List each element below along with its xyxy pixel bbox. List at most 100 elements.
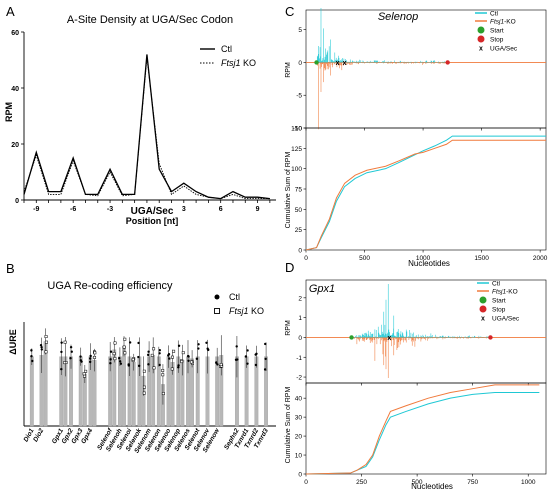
point-ko	[142, 391, 146, 395]
point-ctl	[39, 343, 43, 347]
point-ko	[171, 355, 174, 359]
point-ctl	[60, 341, 63, 344]
chart-a-series-ko	[23, 57, 270, 200]
point-ctl	[207, 348, 210, 352]
point-ctl	[127, 364, 130, 367]
point-ctl	[234, 358, 238, 361]
chart-c-bottom-ytick-label: 100	[291, 166, 302, 173]
point-ko	[180, 360, 184, 364]
bar-ko	[122, 346, 126, 427]
chart-d-bottom-ytick-label: 40	[295, 396, 303, 403]
chart-a-series-ctl	[23, 54, 270, 200]
chart-c-bottom-ylabel: Cumulative Sum of RPM	[285, 152, 292, 229]
chart-d-bottom-xtick-label: 0	[304, 479, 308, 486]
point-ctl	[158, 348, 161, 352]
point-ko	[150, 353, 154, 357]
chart-b-legend: Ctl Ftsj1 KO	[214, 292, 264, 316]
point-ctl	[40, 348, 44, 351]
bar-ctl	[78, 356, 83, 427]
point-ctl	[88, 360, 92, 364]
chart-d-title: Gpx1	[309, 283, 335, 295]
point-ctl	[137, 355, 140, 359]
point-ctl	[31, 359, 34, 363]
point-ctl	[60, 350, 63, 354]
point-ko	[93, 355, 97, 359]
legend-a-ctl-label: Ctl	[221, 44, 232, 54]
chart-d-bottom-ytick-label: 20	[295, 434, 303, 441]
legend-c-uga-label: UGA/Sec	[490, 46, 518, 53]
point-ko	[82, 372, 86, 376]
legend-d-start-marker	[479, 296, 487, 304]
point-ko	[152, 366, 156, 370]
point-ctl	[255, 352, 258, 355]
point-ctl	[109, 358, 112, 361]
chart-b-bars	[29, 328, 268, 427]
legend-c-uga-marker: x	[479, 46, 483, 53]
chart-d-start-marker	[349, 335, 354, 340]
chart-d-top-rpm: -2 -1 0 1 2 x	[296, 279, 547, 386]
point-ctl	[128, 341, 132, 344]
chart-a-legend: Ctl Ftsj1 KO	[200, 44, 256, 68]
bar-ko	[190, 358, 194, 427]
point-ctl	[146, 353, 150, 357]
point-ctl	[158, 352, 161, 355]
point-ctl	[158, 363, 161, 367]
point-ko	[161, 369, 165, 372]
legend-c-stop-marker	[477, 35, 485, 43]
point-ctl	[205, 341, 208, 344]
point-ctl	[109, 350, 113, 353]
point-ctl	[118, 360, 122, 363]
point-ko	[83, 374, 86, 378]
point-ctl	[69, 357, 72, 360]
point-ctl	[60, 367, 63, 371]
point-ko	[63, 361, 67, 365]
panel-letter-b: B	[6, 261, 15, 276]
point-ctl	[69, 345, 73, 349]
legend-d-stop-label: Stop	[492, 307, 506, 314]
chart-d-top-ylabel: RPM	[285, 320, 292, 336]
point-ko	[142, 369, 146, 373]
bar-ctl	[118, 356, 122, 427]
chart-a-ytick-label: 0	[15, 198, 19, 205]
point-ctl	[254, 363, 258, 367]
chart-c-bottom-ytick-label: 150	[291, 126, 302, 133]
chart-d-uga-marker: x	[387, 335, 391, 342]
point-ko	[113, 341, 117, 345]
point-ko	[44, 350, 48, 354]
point-ko	[44, 335, 48, 339]
chart-c-bottom-ytick-label: 25	[295, 227, 303, 234]
chart-d-top-ytick-label: 1	[298, 315, 302, 322]
chart-a-xtick-label: -3	[107, 206, 113, 213]
chart-c-uga-marker: x	[343, 60, 347, 67]
chart-a-title: A-Site Density at UGA/Sec Codon	[67, 14, 233, 26]
point-ctl	[235, 345, 238, 348]
legend-c-start-marker	[477, 26, 485, 34]
bar-ctl	[215, 356, 220, 427]
chart-c-bottom-xtick-label: 2000	[533, 255, 548, 262]
chart-c-series-ctl-cumsum	[305, 135, 546, 251]
chart-c-series-ko-cumsum	[305, 139, 546, 251]
chart-c-bottom-ytick-label: 0	[298, 248, 302, 255]
legend-d-uga-label: UGA/Sec	[492, 316, 520, 323]
chart-c-legend: Ctl Ftsj1-KO Start Stop x UGA/Sec	[475, 11, 518, 53]
chart-d-series-ko-rpm	[351, 337, 491, 379]
legend-b-ctl-label: Ctl	[229, 292, 240, 302]
panel-d: Gpx1 -2 -1 0 1 2 x 0 10 20 30 40 0 250 500 750 1000 RP…	[285, 279, 547, 491]
chart-d-bottom-xtick-label: 250	[356, 479, 367, 486]
point-ctl	[244, 355, 248, 358]
point-ctl	[246, 349, 249, 352]
chart-c-bottom-ytick-label: 75	[295, 187, 303, 194]
point-ko	[131, 357, 135, 361]
point-ctl	[246, 362, 249, 365]
chart-d-bottom-frame	[305, 382, 547, 475]
chart-d-bottom-ytick-label: 10	[295, 453, 303, 460]
point-ctl	[197, 347, 200, 350]
legend-c-ko-label: Ftsj1-KO	[490, 19, 516, 26]
chart-c-xlabel: Nucleotides	[408, 259, 450, 268]
chart-c-top-ytick-label: 0	[298, 60, 302, 67]
chart-d-bottom-ytick-label: 0	[298, 472, 302, 479]
chart-d-top-ytick-label: 2	[298, 295, 302, 302]
point-ctl	[187, 355, 190, 358]
point-ko	[161, 373, 165, 377]
